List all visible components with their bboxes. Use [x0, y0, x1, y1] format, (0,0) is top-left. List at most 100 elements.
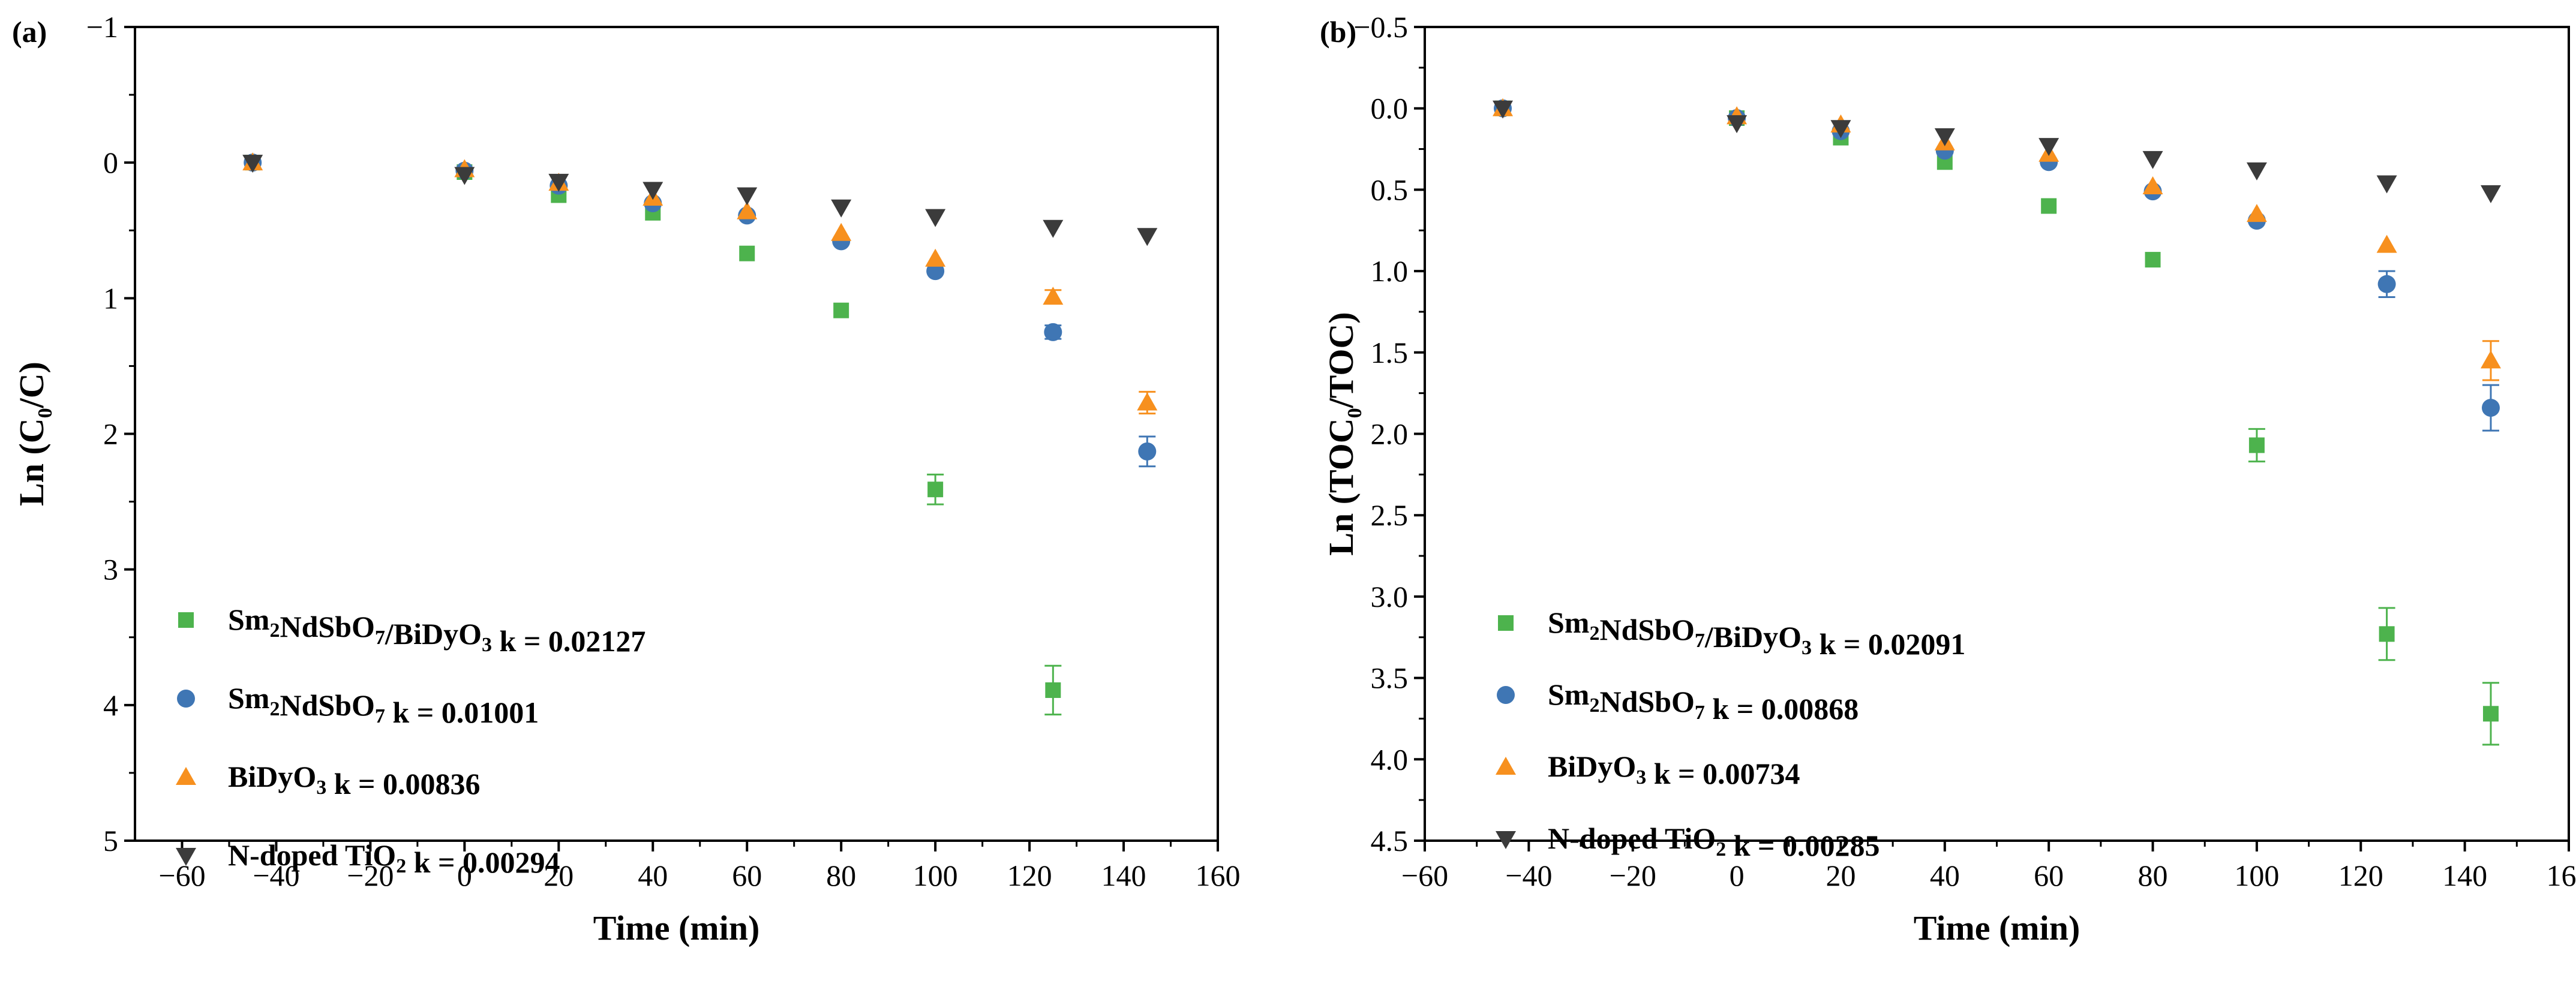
panel-a-y-tick-label: −1 — [86, 10, 118, 44]
panel-b-legend-marker — [1496, 757, 1516, 775]
panel-a-chart: −60 −40 −20 0 20 40 60 80 100 120 140 160 −1 0 1 2 3 4 5 (a… — [12, 10, 1241, 947]
panel-a-x-tick-label: 60 — [732, 859, 762, 892]
panel-b-legend-label: Sm2NdSbO7/BiDyO3 k = 0.02091 — [1548, 606, 1965, 661]
panel-a-data-point — [1044, 323, 1062, 341]
panel-a-data-point — [1137, 392, 1158, 411]
panel-b-y-axis-title: Ln (TOC0/TOC) — [1322, 312, 1366, 555]
panel-b-data-point — [1934, 128, 1955, 146]
panel-b-legend-marker — [1497, 686, 1515, 704]
panel-b-series-2 — [1494, 99, 2500, 432]
panel-a-x-tick-label: −40 — [253, 859, 299, 892]
panel-b-data-point — [2376, 175, 2397, 194]
panel-b-x-tick-label: 20 — [1826, 859, 1856, 892]
panel-a-x-tick-label: 100 — [913, 859, 958, 892]
panel-a-y-tick-label: 4 — [103, 688, 118, 722]
panel-a-x-tick-label: 160 — [1196, 859, 1241, 892]
panel-b-data-point — [2480, 350, 2501, 369]
panel-b-x-tick-label: −60 — [1401, 859, 1448, 892]
panel-a-data-point — [454, 167, 475, 185]
panel-a-data-point — [1137, 228, 1158, 246]
panel-b-x-tick-label: −40 — [1505, 859, 1552, 892]
panel-b-legend-label: N-doped TiO2 k = 0.00285 — [1548, 821, 1880, 862]
panel-a-data-point — [925, 248, 946, 267]
panel-b-x-tick-label: 80 — [2138, 859, 2168, 892]
panel-b-x-tick-label: −20 — [1610, 859, 1656, 892]
panel-a-x-axis-title: Time (min) — [593, 908, 760, 947]
panel-b-data-point — [2379, 626, 2395, 642]
panel-b-x-tick-label: 140 — [2442, 859, 2487, 892]
panel-a-data-point — [242, 155, 263, 173]
panel-b-legend-label: Sm2NdSbO7 k = 0.00868 — [1548, 678, 1859, 726]
panel-a-x-tick-label: −60 — [158, 859, 205, 892]
panel-a-x-tick-label: 0 — [457, 859, 472, 892]
panel-a-data-point — [831, 222, 852, 241]
panel-a-legend: Sm2NdSbO7/BiDyO3 k = 0.02127 Sm2NdSbO7 k … — [176, 603, 645, 879]
panel-b-data-point — [2246, 204, 2267, 222]
panel-a-legend-label: N-doped TiO2 k = 0.00294 — [228, 838, 560, 879]
panel-b-data-point — [2246, 162, 2267, 180]
panel-a-data-point — [548, 173, 569, 192]
panel-a-y-tick-label: 1 — [103, 281, 118, 315]
panel-b-legend-label: BiDyO3 k = 0.00734 — [1548, 750, 1800, 790]
panel-b-data-point — [2248, 437, 2265, 453]
panel-b-data-point — [1830, 120, 1851, 139]
panel-a-data-point — [925, 209, 946, 227]
panel-b-series-1 — [1495, 100, 2499, 746]
panel-b-x-tick-label: 160 — [2547, 859, 2576, 892]
panel-a-y-axis-title: Ln (C0/C) — [12, 362, 56, 506]
panel-b-data-point — [1727, 115, 1748, 134]
panel-b-data-point — [2480, 185, 2501, 203]
panel-b-y-tick-label: 3.0 — [1371, 580, 1409, 613]
panel-a-x-tick-label: 140 — [1101, 859, 1146, 892]
panel-b-data-point — [2377, 275, 2396, 293]
panel-a-legend-marker — [176, 767, 196, 785]
panel-b-data-point — [2481, 399, 2500, 417]
panel-b-label: (b) — [1320, 15, 1356, 49]
panel-b-x-tick-label: 60 — [2034, 859, 2064, 892]
panel-b-x-tick-label: 100 — [2234, 859, 2279, 892]
panel-b-legend-marker — [1496, 831, 1516, 849]
panel-a-data-point — [833, 302, 849, 318]
panel-b-legend: Sm2NdSbO7/BiDyO3 k = 0.02091 Sm2NdSbO7 k … — [1496, 606, 1965, 862]
panel-b-y-tick-label: 2.5 — [1371, 498, 1409, 532]
panel-b-data-point — [2041, 198, 2057, 214]
panel-b-y-tick-label: 1.0 — [1371, 254, 1409, 288]
panel-a-legend-label: Sm2NdSbO7 k = 0.01001 — [228, 681, 539, 729]
panel-a-y-tick-label: 5 — [103, 824, 118, 857]
panel-b-series-4 — [1493, 100, 2501, 203]
panel-a-x-tick-label: 80 — [826, 859, 856, 892]
panel-b-chart: −60 −40 −20 0 20 40 60 80 100 120 140 160 −0.5 0.0 0.5… — [1320, 10, 2576, 947]
panel-b-plot-frame — [1424, 26, 2570, 842]
panel-b-data-point — [2142, 151, 2163, 169]
panel-a-x-tick-label: 20 — [544, 859, 574, 892]
panel-b-y-tick-label: 0.0 — [1371, 92, 1409, 125]
panel-b-data-point — [2145, 252, 2161, 268]
panel-a-series-3 — [242, 152, 1158, 415]
panel-a-x-tick-label: 120 — [1007, 859, 1052, 892]
panel-a-data-point — [1138, 442, 1157, 461]
panel-a-legend-marker — [176, 848, 196, 866]
panel-a-legend-label: Sm2NdSbO7/BiDyO3 k = 0.02127 — [228, 603, 645, 658]
panel-b-x-tick-label: 0 — [1730, 859, 1745, 892]
panel-b-series-3 — [1493, 98, 2501, 381]
panel-b-y-tick-label: 4.0 — [1371, 742, 1409, 776]
panel-a-y-tick-label: 2 — [103, 417, 118, 451]
panel-a-legend-marker — [177, 690, 195, 708]
panel-a-x-tick-label: 40 — [638, 859, 668, 892]
panel-b-x-tick-label: 120 — [2338, 859, 2383, 892]
panel-b-y-tick-label: 0.5 — [1371, 173, 1409, 206]
panel-b-x-axis-title: Time (min) — [1914, 908, 2080, 947]
panel-a-y-tick-label: 0 — [103, 146, 118, 179]
panel-a-data-point — [1045, 682, 1061, 698]
panel-a-x-tick-label: −20 — [347, 859, 394, 892]
panel-a-data-point — [739, 245, 755, 261]
panel-a-series-2 — [244, 154, 1157, 468]
panel-a-label: (a) — [12, 15, 47, 49]
panel-a-data-point — [1043, 219, 1064, 238]
panel-a-data-point — [643, 182, 663, 200]
panel-a-legend-label: BiDyO3 k = 0.00836 — [228, 760, 481, 801]
panel-b-y-tick-label: 4.5 — [1371, 824, 1409, 857]
panel-a-data-point — [1043, 287, 1064, 305]
panel-b-legend-marker — [1498, 615, 1514, 631]
